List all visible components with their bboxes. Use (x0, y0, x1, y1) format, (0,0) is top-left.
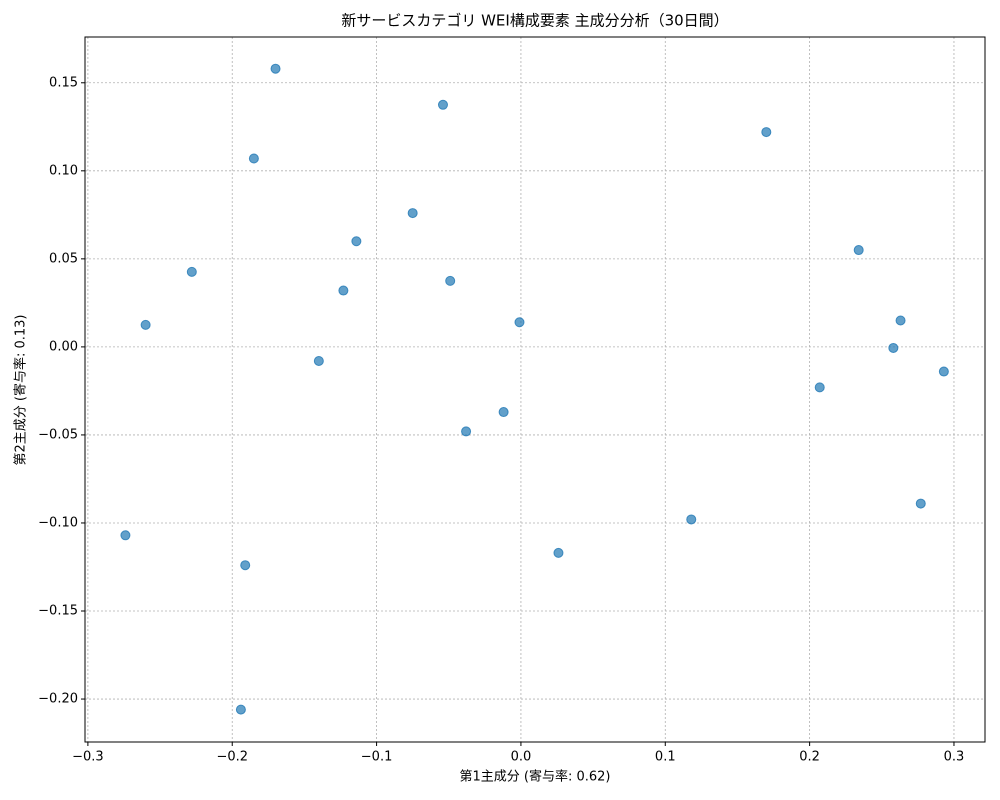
x-tick-label: 0.2 (799, 750, 820, 765)
point (140, 319, 151, 330)
y-tick-label: 0.00 (49, 339, 78, 354)
point (553, 547, 564, 558)
point (120, 530, 131, 541)
chart-title: 新サービスカテゴリ WEI構成要素 主成分分析（30日間） (341, 12, 728, 30)
x-tick-label: −0.3 (72, 750, 104, 765)
point (888, 342, 899, 353)
x-tick-label: 0.1 (655, 750, 676, 765)
y-tick-label: 0.10 (49, 163, 78, 178)
y-tick-label: 0.15 (49, 75, 78, 90)
point (186, 266, 197, 277)
point (248, 153, 259, 164)
point (437, 99, 448, 110)
point (498, 407, 509, 418)
x-axis-label: 第1主成分 (寄与率: 0.62) (459, 769, 610, 785)
point (338, 285, 349, 296)
y-tick-label: −0.10 (38, 515, 78, 530)
x-tick-label: −0.2 (216, 750, 248, 765)
x-tick-label: 0.0 (511, 750, 532, 765)
point (270, 63, 281, 74)
point (853, 245, 864, 256)
point (240, 560, 251, 571)
point (514, 317, 525, 328)
point (407, 208, 418, 219)
point (686, 514, 697, 525)
point (461, 426, 472, 437)
point (814, 382, 825, 393)
point (938, 366, 949, 377)
point (445, 275, 456, 286)
x-tick-label: −0.1 (361, 750, 393, 765)
y-tick-label: −0.20 (38, 692, 78, 707)
plot-frame (84, 36, 986, 743)
point (235, 704, 246, 715)
y-tick-label: −0.05 (38, 427, 78, 442)
y-tick-label: 0.05 (49, 251, 78, 266)
point (351, 236, 362, 247)
point (313, 355, 324, 366)
y-axis-label: 第2主成分 (寄与率: 0.13) (13, 314, 29, 465)
x-tick-label: 0.3 (944, 750, 965, 765)
point (761, 127, 772, 138)
y-tick-label: −0.15 (38, 604, 78, 619)
point (895, 315, 906, 326)
point (915, 498, 926, 509)
